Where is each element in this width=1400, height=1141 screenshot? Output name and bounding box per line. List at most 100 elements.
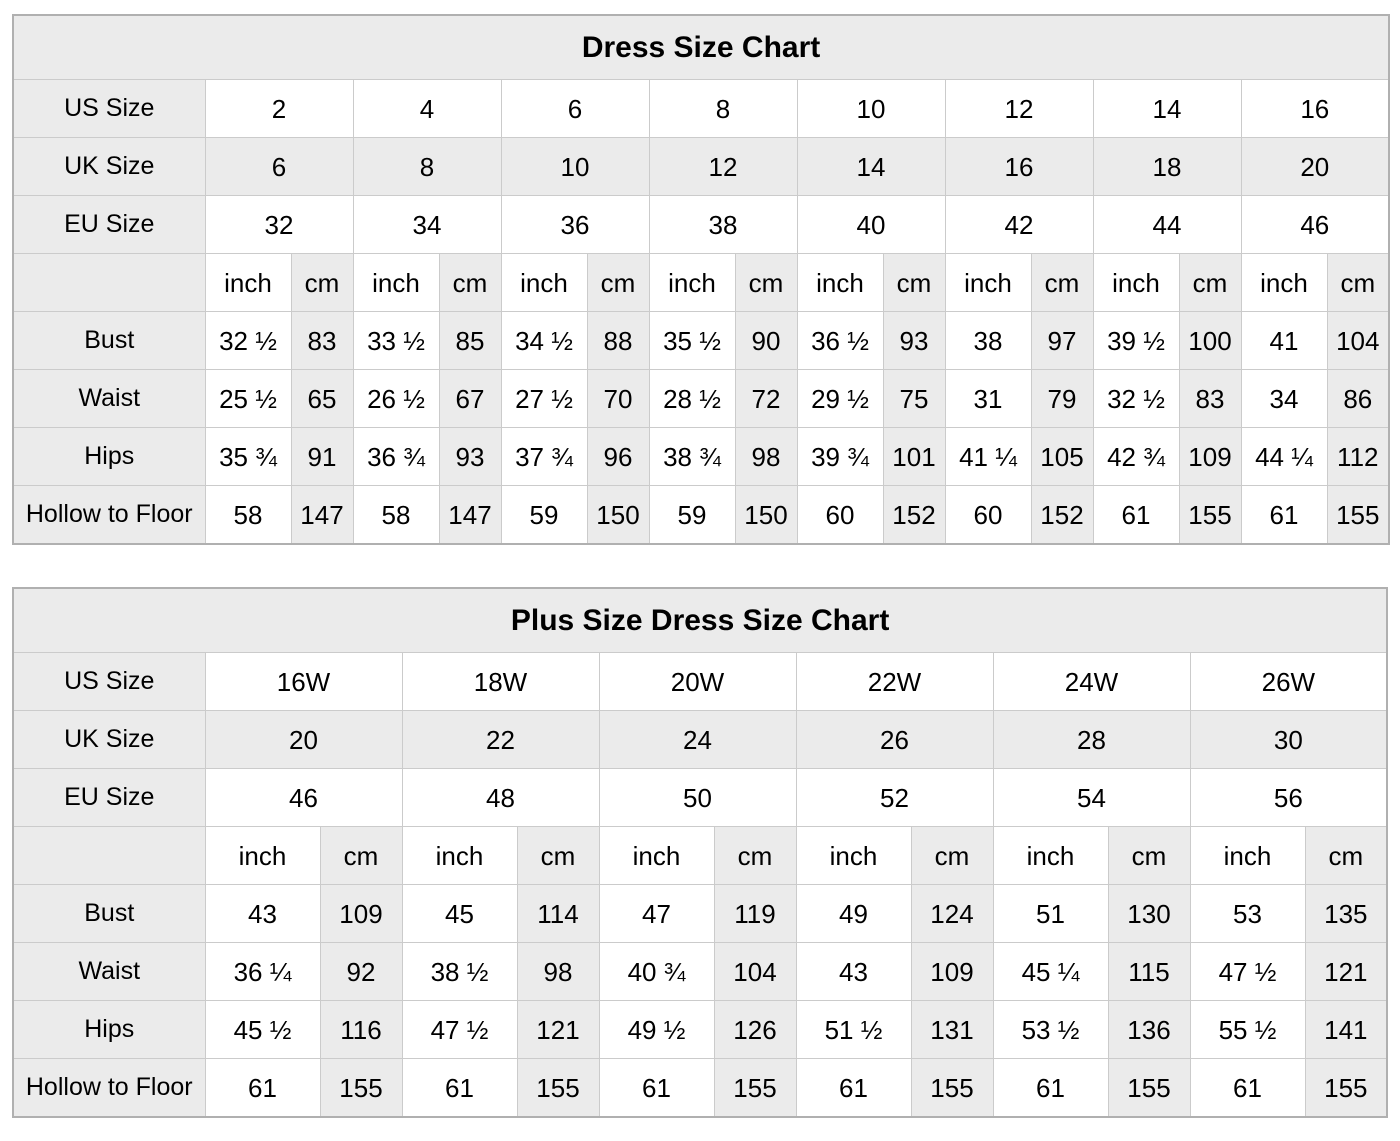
measurement-cm-cell: 96	[586, 427, 650, 486]
measurement-inch-cell: 41 ¼	[944, 427, 1032, 486]
unit-header-inch-cell: inch	[944, 253, 1032, 312]
measurement-cm-cell: 104	[1326, 311, 1390, 370]
size-value-cell: 42	[944, 195, 1094, 254]
measurement-cm-cell: 90	[734, 311, 798, 370]
unit-header-inch-cell: inch	[1189, 826, 1306, 885]
size-value-cell: 54	[992, 768, 1191, 827]
measurement-inch-cell: 29 ½	[796, 369, 884, 428]
measurement-inch-cell: 58	[352, 485, 440, 545]
row-label: Hollow to Floor	[12, 1058, 206, 1118]
size-value-cell: 8	[352, 137, 502, 196]
measurement-cm-cell: 109	[1178, 427, 1242, 486]
size-value-cell: 26	[795, 710, 994, 769]
measurement-cm-cell: 67	[438, 369, 502, 428]
measurement-inch-cell: 59	[500, 485, 588, 545]
row-label: Hollow to Floor	[12, 485, 206, 545]
measurement-inch-cell: 51 ½	[795, 1000, 912, 1059]
size-value-cell: 22	[401, 710, 600, 769]
measurement-row: Waist 25 ½ 65 26 ½ 67 27 ½ 70 28 ½ 72 29 ½ 75 31 79 3…	[12, 369, 1390, 428]
measurement-inch-cell: 58	[204, 485, 292, 545]
unit-header-cm-cell: cm	[882, 253, 946, 312]
measurement-cm-cell: 152	[882, 485, 946, 545]
size-value-cell: 14	[1092, 79, 1242, 138]
unit-header-cm-cell: cm	[1178, 253, 1242, 312]
measurement-inch-cell: 60	[796, 485, 884, 545]
unit-header-cm-cell: cm	[290, 253, 354, 312]
size-value-cell: 16	[1240, 79, 1390, 138]
unit-header-row: inch cm inch cm inch cm inch cm inch cm inch cm inch…	[12, 253, 1390, 312]
measurement-cm-cell: 86	[1326, 369, 1390, 428]
measurement-cm-cell: 93	[438, 427, 502, 486]
size-value-cell: 20	[1240, 137, 1390, 196]
unit-header-cm-cell: cm	[1326, 253, 1390, 312]
measurement-inch-cell: 34	[1240, 369, 1328, 428]
measurement-cm-cell: 83	[1178, 369, 1242, 428]
measurement-cm-cell: 100	[1178, 311, 1242, 370]
unit-header-cm-cell: cm	[1107, 826, 1191, 885]
dress-size-chart-table: Dress Size Chart US Size 2 4 6 8 10 12 14 16 UK Si…	[12, 14, 1391, 545]
unit-header-cm-cell: cm	[586, 253, 650, 312]
measurement-inch-cell: 45	[401, 884, 518, 943]
measurement-inch-cell: 36 ½	[796, 311, 884, 370]
unit-header-cm-cell: cm	[438, 253, 502, 312]
measurement-cm-cell: 97	[1030, 311, 1094, 370]
measurement-cm-cell: 155	[713, 1058, 797, 1118]
measurement-inch-cell: 51	[992, 884, 1109, 943]
measurement-inch-cell: 25 ½	[204, 369, 292, 428]
measurement-inch-cell: 61	[401, 1058, 518, 1118]
measurement-inch-cell: 32 ½	[1092, 369, 1180, 428]
size-value-cell: 8	[648, 79, 798, 138]
measurement-cm-cell: 155	[1326, 485, 1390, 545]
measurement-cm-cell: 131	[910, 1000, 994, 1059]
size-value-cell: 52	[795, 768, 994, 827]
measurement-cm-cell: 92	[319, 942, 403, 1001]
row-label: Hips	[12, 1000, 206, 1059]
unit-row-label	[12, 826, 206, 885]
row-label: Bust	[12, 884, 206, 943]
unit-header-cm-cell: cm	[516, 826, 600, 885]
measurement-inch-cell: 61	[795, 1058, 912, 1118]
measurement-cm-cell: 83	[290, 311, 354, 370]
measurement-cm-cell: 155	[1178, 485, 1242, 545]
title-row: Dress Size Chart	[12, 14, 1390, 80]
measurement-inch-cell: 61	[1189, 1058, 1306, 1118]
size-value-cell: 38	[648, 195, 798, 254]
unit-header-inch-cell: inch	[401, 826, 518, 885]
measurement-cm-cell: 85	[438, 311, 502, 370]
measurement-inch-cell: 39 ½	[1092, 311, 1180, 370]
table-title: Plus Size Dress Size Chart	[12, 587, 1388, 653]
measurement-cm-cell: 141	[1304, 1000, 1388, 1059]
size-value-cell: 46	[204, 768, 403, 827]
measurement-inch-cell: 36 ¾	[352, 427, 440, 486]
measurement-inch-cell: 42 ¾	[1092, 427, 1180, 486]
size-value-cell: 10	[500, 137, 650, 196]
measurement-inch-cell: 35 ¾	[204, 427, 292, 486]
size-value-cell: 4	[352, 79, 502, 138]
measurement-cm-cell: 105	[1030, 427, 1094, 486]
measurement-cm-cell: 109	[910, 942, 994, 1001]
unit-header-cm-cell: cm	[910, 826, 994, 885]
size-value-cell: 20	[204, 710, 403, 769]
unit-header-inch-cell: inch	[1092, 253, 1180, 312]
measurement-cm-cell: 135	[1304, 884, 1388, 943]
measurement-inch-cell: 38 ½	[401, 942, 518, 1001]
measurement-inch-cell: 37 ¾	[500, 427, 588, 486]
unit-header-inch-cell: inch	[204, 253, 292, 312]
measurement-inch-cell: 47 ½	[1189, 942, 1306, 1001]
plus-size-dress-size-chart-table: Plus Size Dress Size Chart US Size 16W 18W 2…	[12, 587, 1389, 1118]
measurement-cm-cell: 124	[910, 884, 994, 943]
measurement-cm-cell: 98	[516, 942, 600, 1001]
row-label: US Size	[12, 79, 206, 138]
unit-header-inch-cell: inch	[352, 253, 440, 312]
measurement-inch-cell: 53 ½	[992, 1000, 1109, 1059]
size-value-cell: 24	[598, 710, 797, 769]
size-value-cell: 18W	[401, 652, 600, 711]
unit-header-cm-cell: cm	[1304, 826, 1388, 885]
unit-header-cm-cell: cm	[319, 826, 403, 885]
measurement-inch-cell: 45 ¼	[992, 942, 1109, 1001]
measurement-cm-cell: 115	[1107, 942, 1191, 1001]
size-value-cell: 50	[598, 768, 797, 827]
size-row: UK Size 20 22 24 26 28 30	[12, 710, 1388, 769]
unit-header-row: inch cm inch cm inch cm inch cm inch cm inch cm	[12, 826, 1388, 885]
